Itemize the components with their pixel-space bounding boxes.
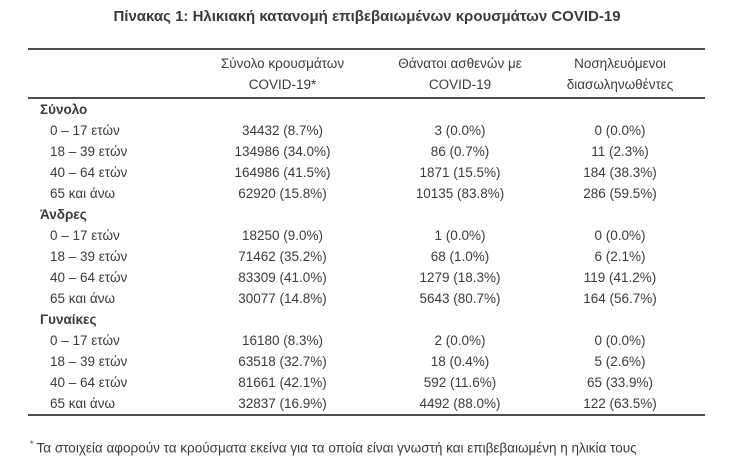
intubated-cell: 11 (2.3%): [591, 144, 649, 159]
section-header-row: Γυναίκες: [28, 309, 705, 330]
deaths-cell: 2 (0.0%): [434, 333, 486, 348]
table-row: 65 και άνω 32837 (16.9%) 4492 (88.0%) 122 (…: [28, 393, 705, 414]
header-total-cases: Σύνολο κρουσμάτων COVID-19*: [180, 53, 385, 95]
footnote-asterisk: *: [30, 439, 34, 449]
intubated-cell: 286 (59.5%): [583, 186, 657, 201]
age-label: 65 και άνω: [50, 186, 116, 201]
cases-cell: 62920 (15.8%): [238, 186, 327, 201]
intubated-cell: 6 (2.1%): [594, 249, 646, 264]
table-row: 65 και άνω 30077 (14.8%) 5643 (80.7%) 164 (…: [28, 288, 705, 309]
footnote-text: Τα στοιχεία αφορούν τα κρούσματα εκείνα …: [36, 440, 637, 456]
intubated-cell: 0 (0.0%): [594, 333, 646, 348]
cases-cell: 164986 (41.5%): [234, 165, 331, 180]
header-total-cases-line1: Σύνολο κρουσμάτων: [220, 55, 345, 71]
deaths-cell: 1871 (15.5%): [419, 165, 501, 180]
intubated-cell: 0 (0.0%): [594, 123, 646, 138]
table-row: 65 και άνω 62920 (15.8%) 10135 (83.8%) 286 …: [28, 183, 705, 204]
header-deaths-line1: Θάνατοι ασθενών με: [398, 55, 522, 71]
table-header-rule: [28, 97, 705, 99]
deaths-cell: 3 (0.0%): [434, 123, 486, 138]
cases-cell: 63518 (32.7%): [238, 354, 327, 369]
intubated-cell: 65 (33.9%): [586, 375, 654, 390]
table-header-row: Σύνολο κρουσμάτων COVID-19* Θάνατοι ασθε…: [28, 50, 705, 97]
section-label: Άνδρες: [40, 207, 87, 222]
cases-cell: 134986 (34.0%): [234, 144, 331, 159]
deaths-cell: 86 (0.7%): [430, 144, 490, 159]
cases-cell: 34432 (8.7%): [241, 123, 324, 138]
deaths-cell: 1 (0.0%): [434, 228, 486, 243]
header-deaths-line2: COVID-19: [428, 76, 492, 92]
table-row: 18 – 39 ετών 134986 (34.0%) 86 (0.7%) 11 (2…: [28, 141, 705, 162]
age-label: 0 – 17 ετών: [50, 333, 120, 348]
age-label: 40 – 64 ετών: [50, 165, 128, 180]
cases-cell: 30077 (14.8%): [238, 291, 327, 306]
cases-cell: 71462 (35.2%): [238, 249, 327, 264]
table-row: 0 – 17 ετών 18250 (9.0%) 1 (0.0%) 0 (0.0%): [28, 225, 705, 246]
age-label: 0 – 17 ετών: [50, 228, 120, 243]
age-label: 40 – 64 ετών: [50, 375, 128, 390]
header-intubated-line2: διασωληνωθέντες: [566, 76, 674, 92]
intubated-cell: 0 (0.0%): [594, 228, 646, 243]
header-intubated-line1: Νοσηλευόμενοι: [574, 55, 666, 71]
intubated-cell: 164 (56.7%): [583, 291, 657, 306]
age-label: 18 – 39 ετών: [50, 144, 128, 159]
deaths-cell: 68 (1.0%): [430, 249, 490, 264]
deaths-cell: 10135 (83.8%): [415, 186, 505, 201]
cases-cell: 83309 (41.0%): [238, 270, 327, 285]
intubated-cell: 122 (63.5%): [583, 396, 657, 411]
header-total-cases-line2: COVID-19*: [248, 76, 317, 92]
cases-cell: 81661 (42.1%): [238, 375, 327, 390]
header-deaths: Θάνατοι ασθενών με COVID-19: [385, 53, 535, 95]
deaths-cell: 5643 (80.7%): [419, 291, 501, 306]
table-row: 0 – 17 ετών 16180 (8.3%) 2 (0.0%) 0 (0.0%): [28, 330, 705, 351]
cases-cell: 32837 (16.9%): [238, 396, 327, 411]
table-row: 0 – 17 ετών 34432 (8.7%) 3 (0.0%) 0 (0.0%): [28, 120, 705, 141]
table-row: 18 – 39 ετών 63518 (32.7%) 18 (0.4%) 5 (2.6…: [28, 351, 705, 372]
section-label: Γυναίκες: [40, 312, 97, 327]
section-header-row: Άνδρες: [28, 204, 705, 225]
table-footnote: * Τα στοιχεία αφορούν τα κρούσματα εκείνα…: [30, 439, 720, 456]
age-label: 18 – 39 ετών: [50, 249, 128, 264]
deaths-cell: 592 (11.6%): [423, 375, 497, 390]
table-row: 18 – 39 ετών 71462 (35.2%) 68 (1.0%) 6 (2.1…: [28, 246, 705, 267]
section-header-row: Σύνολο: [28, 99, 705, 120]
intubated-cell: 184 (38.3%): [583, 165, 657, 180]
intubated-cell: 119 (41.2%): [583, 270, 657, 285]
age-label: 65 και άνω: [50, 396, 116, 411]
age-label: 40 – 64 ετών: [50, 270, 128, 285]
intubated-cell: 5 (2.6%): [594, 354, 646, 369]
table-title: Πίνακας 1: Ηλικιακή κατανομή επιβεβαιωμέ…: [113, 8, 621, 25]
table-row: 40 – 64 ετών 164986 (41.5%) 1871 (15.5%) 18…: [28, 162, 705, 183]
deaths-cell: 1279 (18.3%): [419, 270, 501, 285]
table-row: 40 – 64 ετών 83309 (41.0%) 1279 (18.3%) 119…: [28, 267, 705, 288]
cases-cell: 16180 (8.3%): [241, 333, 324, 348]
deaths-cell: 4492 (88.0%): [419, 396, 501, 411]
age-label: 18 – 39 ετών: [50, 354, 128, 369]
deaths-cell: 18 (0.4%): [430, 354, 490, 369]
covid-age-table: Σύνολο κρουσμάτων COVID-19* Θάνατοι ασθε…: [28, 48, 705, 416]
table-row: 40 – 64 ετών 81661 (42.1%) 592 (11.6%) 65 (…: [28, 372, 705, 393]
table-body: Σύνολο 0 – 17 ετών 34432 (8.7%) 3 (0.0%) 0 (…: [28, 99, 705, 414]
age-label: 0 – 17 ετών: [50, 123, 120, 138]
cases-cell: 18250 (9.0%): [241, 228, 324, 243]
age-label: 65 και άνω: [50, 291, 116, 306]
header-intubated: Νοσηλευόμενοι διασωληνωθέντες: [535, 53, 705, 95]
table-top-rule: [28, 48, 705, 50]
section-label: Σύνολο: [40, 102, 88, 117]
table-bottom-rule: [28, 414, 705, 416]
